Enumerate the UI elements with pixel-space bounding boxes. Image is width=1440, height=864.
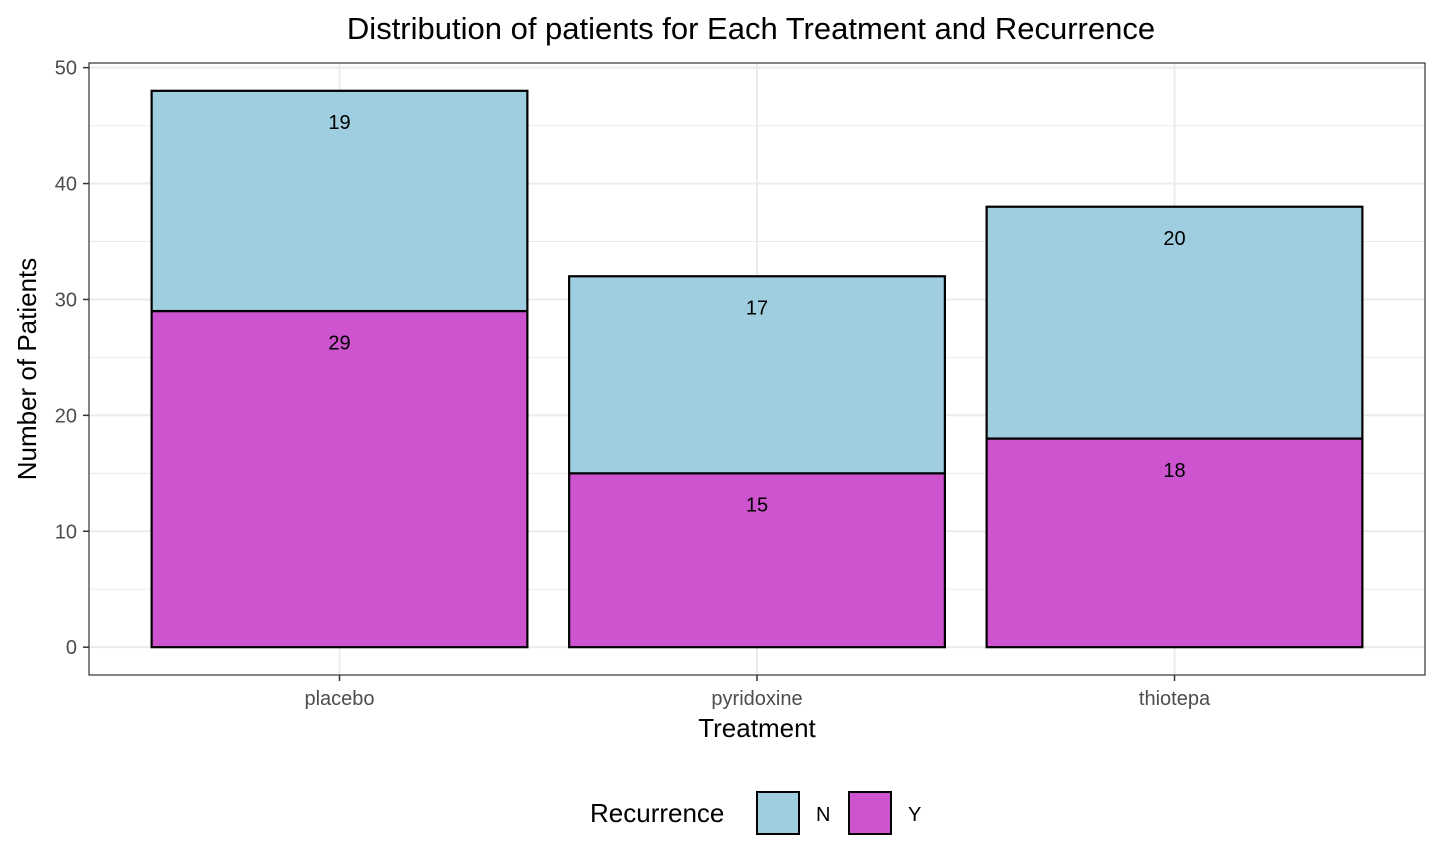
- data-label-thiotepa-N: 20: [1163, 228, 1185, 250]
- bar-thiotepa-Y: [985, 437, 1364, 649]
- bar-thiotepa-N: [985, 205, 1364, 440]
- y-tick-label: 40: [55, 174, 77, 196]
- bar-placebo-Y: [150, 309, 529, 649]
- y-tick-label: 0: [66, 637, 77, 659]
- y-axis: 0 10 20 30 40 50: [55, 58, 89, 659]
- y-tick-label: 10: [55, 521, 77, 543]
- data-labels: 29 19 15 17 18 20: [328, 112, 1185, 517]
- data-label-placebo-N: 19: [328, 112, 350, 134]
- x-axis-title: Treatment: [698, 713, 816, 743]
- legend-title: Recurrence: [590, 798, 724, 828]
- legend-label-N: N: [816, 804, 830, 826]
- bar-placebo-N: [150, 89, 529, 313]
- chart-title: Distribution of patients for Each Treatm…: [347, 11, 1155, 46]
- legend-label-Y: Y: [908, 804, 921, 826]
- data-label-thiotepa-Y: 18: [1163, 460, 1185, 482]
- x-tick-label: pyridoxine: [711, 688, 802, 710]
- data-label-pyridoxine-N: 17: [746, 298, 768, 320]
- legend: Recurrence N Y: [590, 791, 921, 835]
- y-tick-label: 30: [55, 289, 77, 311]
- x-axis: placebo pyridoxine thiotepa: [304, 675, 1211, 710]
- y-tick-label: 50: [55, 58, 77, 80]
- y-axis-title: Number of Patients: [12, 258, 42, 481]
- bar-pyridoxine-N: [568, 275, 946, 475]
- y-tick-label: 20: [55, 405, 77, 427]
- legend-key-Y: [848, 791, 892, 835]
- x-tick-label: placebo: [304, 688, 374, 710]
- bars: [150, 89, 1364, 649]
- data-label-pyridoxine-Y: 15: [746, 495, 768, 517]
- bar-pyridoxine-Y: [568, 472, 946, 649]
- data-label-placebo-Y: 29: [328, 332, 350, 354]
- x-tick-label: thiotepa: [1139, 688, 1211, 710]
- legend-key-N: [756, 791, 800, 835]
